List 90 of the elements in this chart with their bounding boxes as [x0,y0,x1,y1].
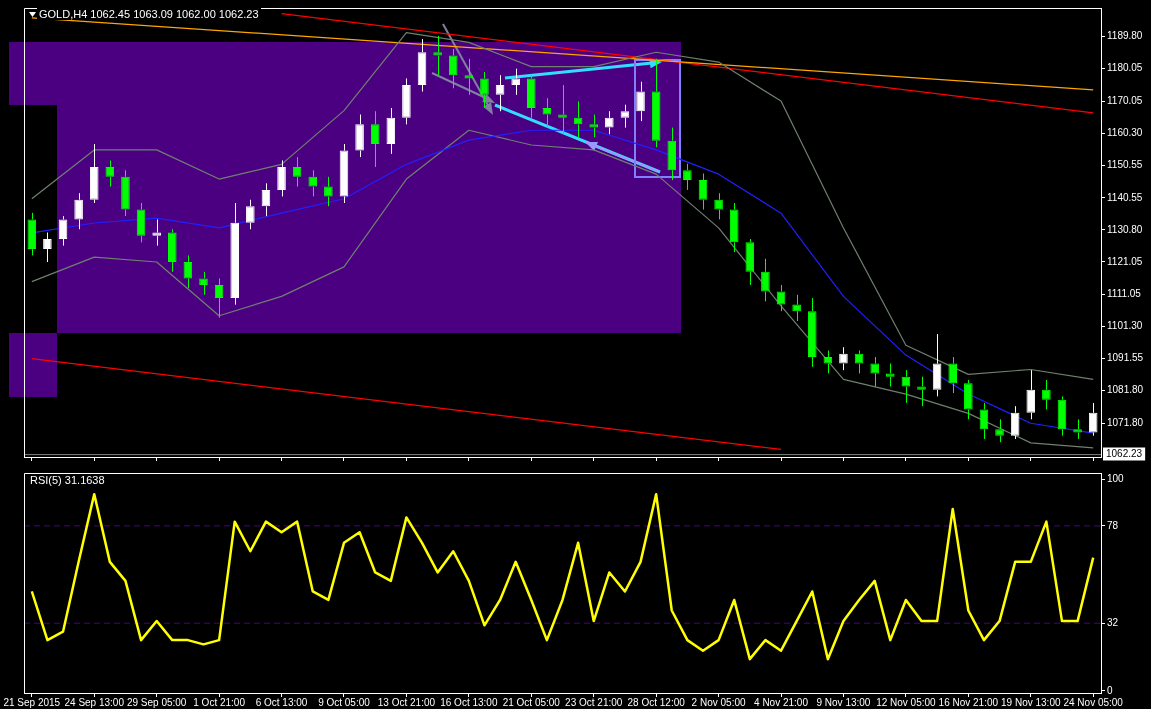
x-tick-label: 6 Oct 13:00 [255,696,308,708]
x-tick-label: 2 Nov 05:00 [691,696,746,708]
candlestick [854,349,864,374]
candlestick [495,74,505,112]
x-tick-label: 12 Nov 05:00 [876,696,937,708]
candlestick [121,169,130,217]
candlestick [979,402,989,440]
x-tick-label: 16 Nov 21:00 [938,696,999,708]
x-tick-label: 13 Oct 21:00 [377,696,436,708]
candlestick [823,349,833,374]
candlestick [1026,369,1036,420]
candlestick [839,346,848,371]
candlestick [995,418,1004,443]
candlestick [870,356,879,388]
x-tick-label: 1 Oct 21:00 [193,696,246,708]
x-tick-label: 23 Oct 21:00 [565,696,623,708]
candlestick [417,38,427,93]
candlestick [89,143,99,204]
candlestick [1042,379,1051,410]
y-tick-label: 78 [1107,519,1119,531]
candlestick [27,212,37,256]
candlestick [698,173,708,211]
y-tick-label: 1121.05 [1107,255,1143,267]
candlestick [480,71,489,109]
x-tick-label: 16 Oct 13:00 [440,696,498,708]
candlestick [605,110,614,135]
candlestick [1057,395,1067,437]
candlestick [370,110,380,168]
y-tick-label: 1101.30 [1107,320,1143,332]
candlestick [308,169,318,197]
y-tick-label: 1130.80 [1107,223,1143,235]
candlestick [526,74,536,119]
y-tick-label: 100 [1107,473,1125,485]
candlestick [807,297,817,368]
candlestick [745,238,755,286]
candlestick [324,176,333,207]
x-tick-label: 24 Sep 13:00 [64,696,125,708]
x-tick-label: 4 Nov 21:00 [754,696,809,708]
y-tick-label: 0 [1107,684,1113,696]
y-tick-label: 1150.55 [1107,158,1143,170]
x-tick-label: 19 Nov 13:00 [1001,696,1061,708]
candlestick [355,114,364,158]
candlestick [448,48,458,89]
x-tick-label: 9 Oct 05:00 [318,696,371,708]
candlestick [667,127,677,181]
y-tick-label: 1111.05 [1107,288,1142,300]
x-tick-label: 29 Sep 05:00 [126,696,187,708]
candlestick [885,363,895,388]
chart-title: GOLD,H4 1062.45 1063.09 1062.00 1062.23 [37,8,261,20]
candlestick [901,369,911,404]
candlestick [792,294,801,322]
x-tick-label: 21 Oct 05:00 [502,696,561,708]
candlestick [636,81,645,122]
x-tick-label: 24 Nov 05:00 [1063,696,1124,708]
candlestick [402,77,411,125]
candlestick [386,107,396,155]
candlestick [761,258,770,302]
y-tick-label: 1160.30 [1107,126,1143,138]
y-tick-label: 1189.80 [1107,30,1143,42]
x-tick-label: 21 Sep 2015 [3,696,61,708]
y-tick-label: 1081.80 [1107,384,1144,396]
candlestick [58,215,68,247]
candlestick [776,284,786,312]
candlestick [542,97,552,129]
candlestick [433,35,442,76]
candlestick [246,199,255,230]
candlestick [932,333,942,397]
candlestick [620,104,630,129]
y-tick-label: 32 [1107,616,1119,628]
x-tick-label: 28 Oct 12:00 [627,696,686,708]
y-tick-label: 1091.55 [1107,352,1144,364]
candlestick [589,114,599,138]
candlestick [136,202,146,243]
candlestick [948,356,958,394]
candlestick [230,202,240,306]
x-tick-label: 9 Nov 13:00 [816,696,871,708]
candlestick [1010,405,1020,440]
candlestick [964,379,973,420]
ref-line-label: 1062.23 [1106,448,1143,460]
candlestick [511,68,520,96]
y-tick-label: 1071.80 [1107,416,1144,428]
candlestick [74,192,83,230]
candlestick [714,192,723,220]
candlestick [167,228,177,273]
chart-title: RSI(5) 31.1638 [28,474,107,486]
y-tick-label: 1140.55 [1107,191,1143,203]
candlestick [199,271,208,296]
y-tick-label: 1180.05 [1107,62,1143,74]
candlestick [277,159,286,197]
y-tick-label: 1170.05 [1107,94,1143,106]
